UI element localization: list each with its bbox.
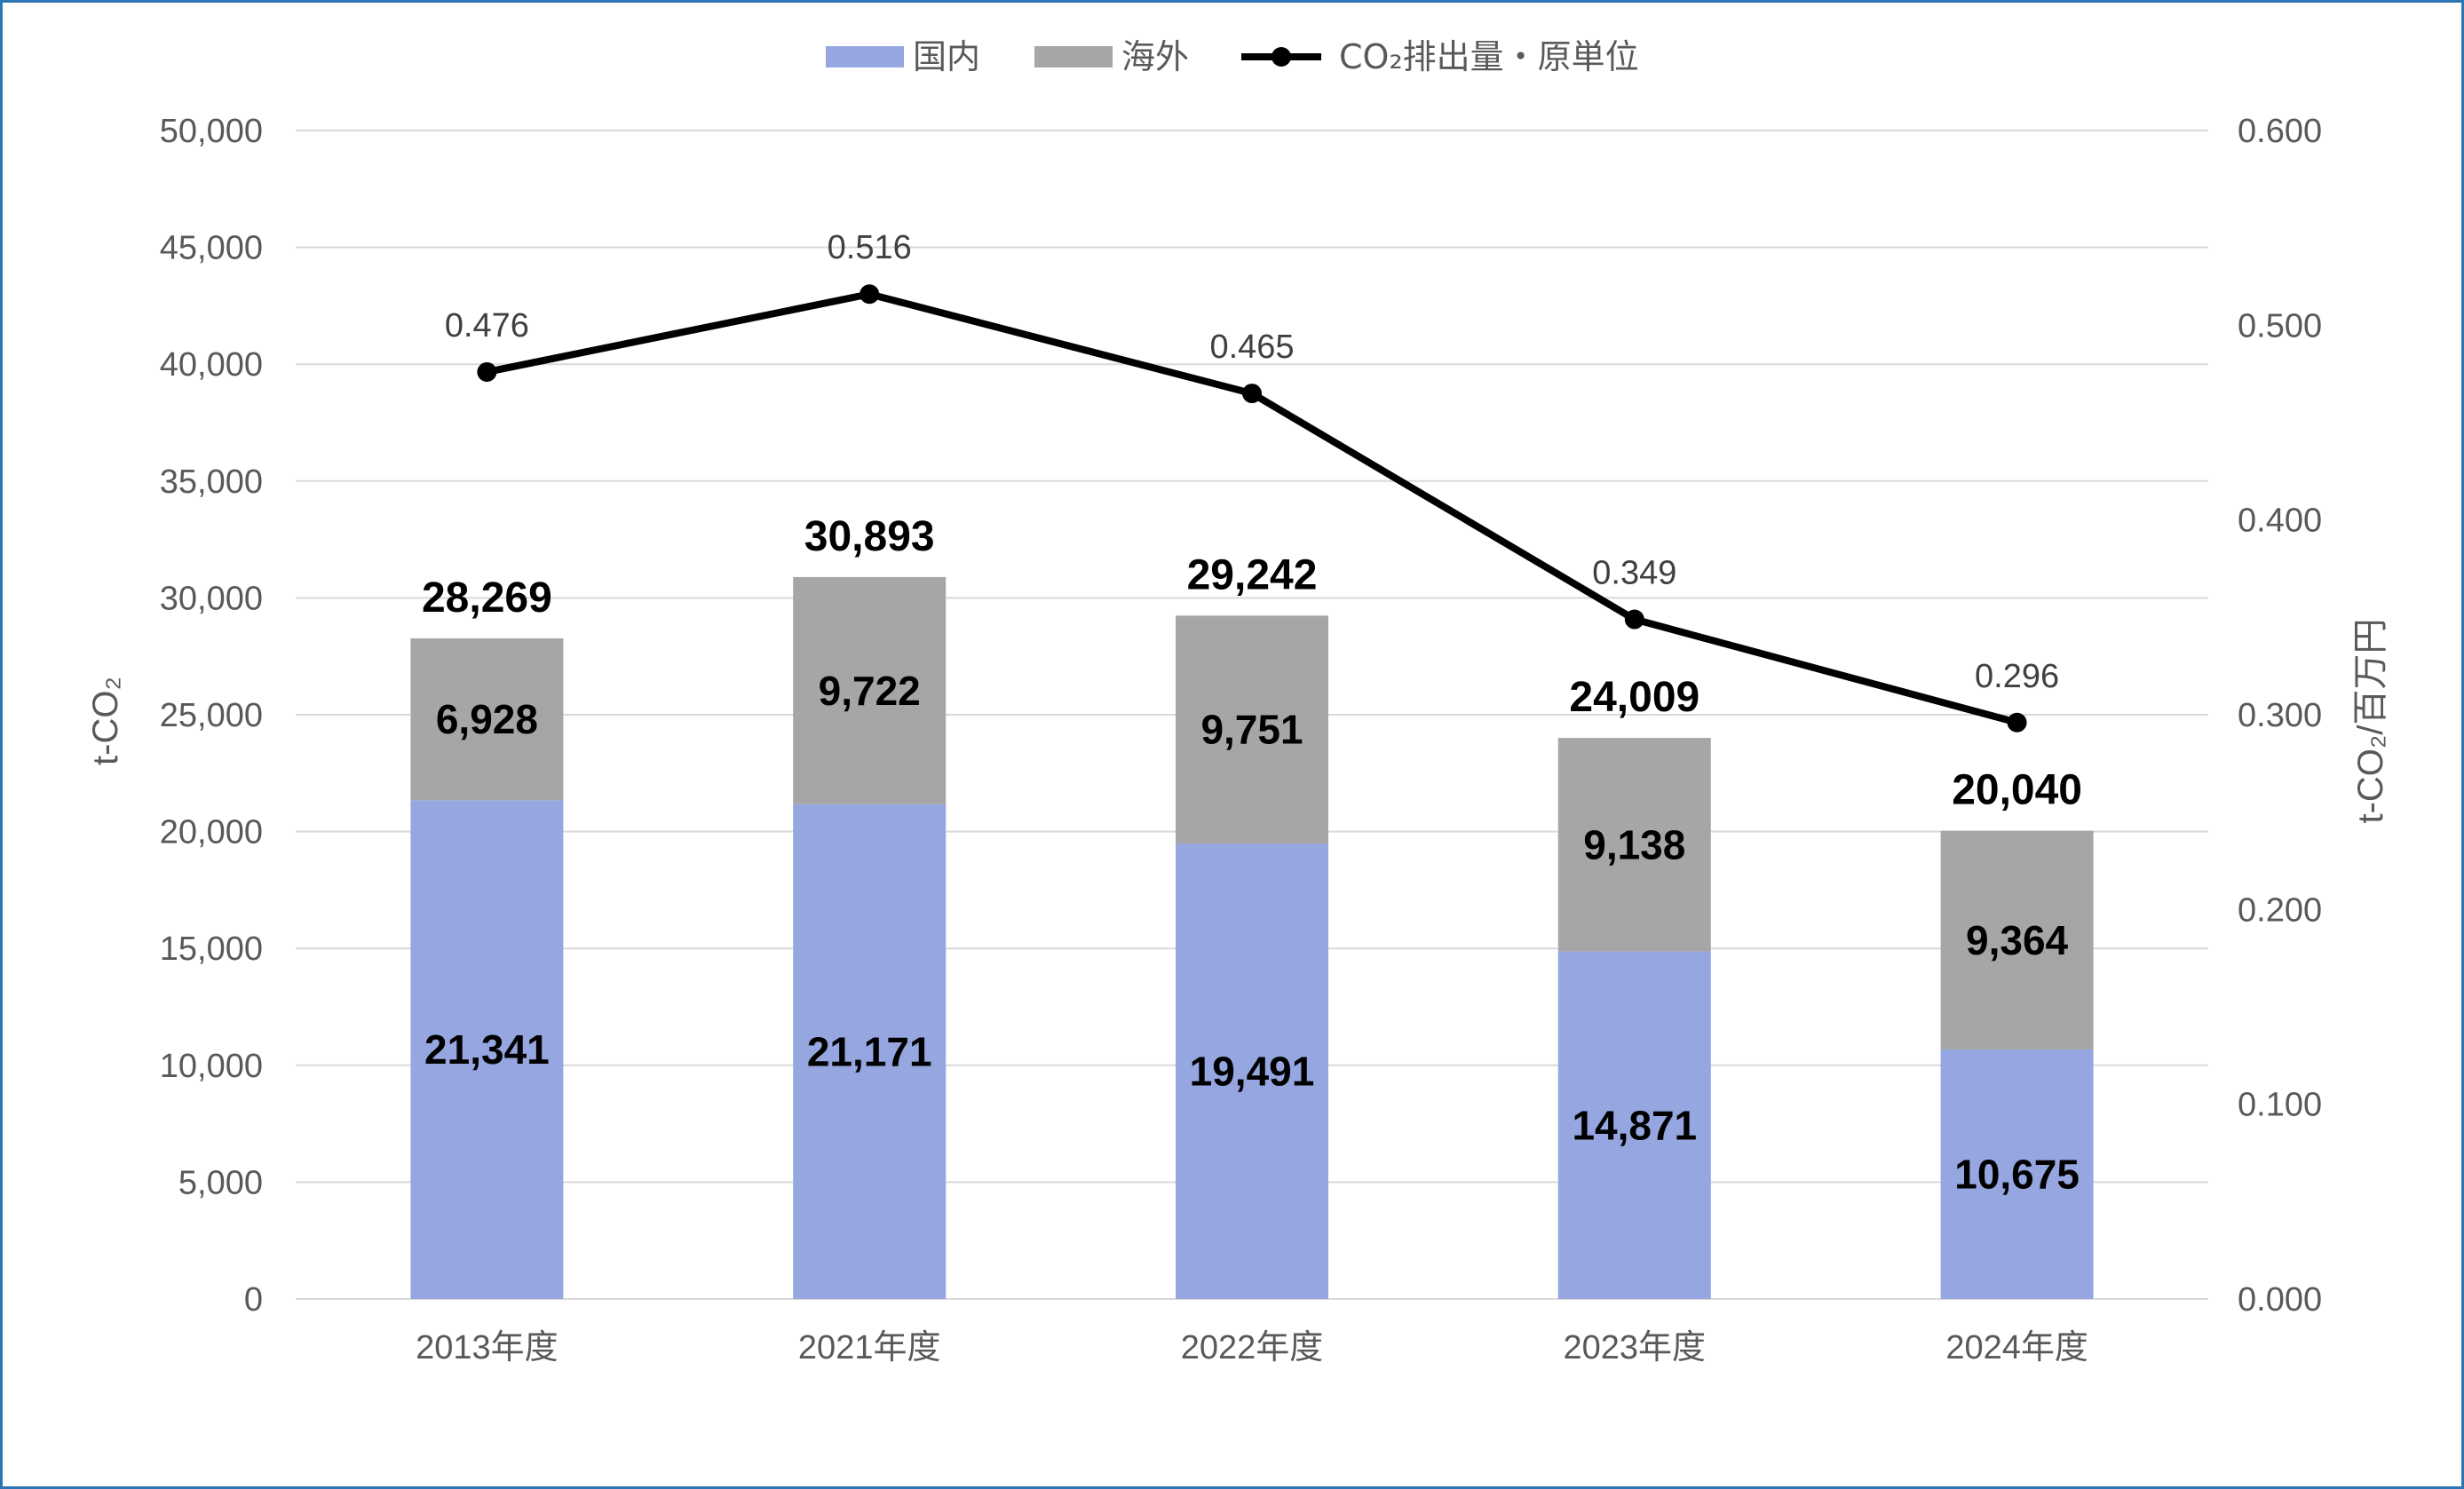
intensity-point-label: 0.476	[445, 307, 529, 345]
bar-series	[410, 576, 2094, 1299]
bar-domestic	[793, 804, 947, 1299]
y-tick-label: 40,000	[160, 346, 263, 384]
legend-swatch-overseas	[1034, 46, 1113, 67]
bar-domestic-label: 21,171	[807, 1028, 932, 1074]
bar-overseas	[1557, 738, 1711, 952]
bar-total-label: 30,893	[804, 513, 935, 560]
y-tick-label: 10,000	[160, 1048, 263, 1085]
total-labels: 28,269 30,893 29,242 24,009 20,040	[422, 513, 2082, 814]
intensity-point-label: 0.296	[1975, 658, 2059, 695]
bar-overseas	[410, 638, 564, 801]
bar-total-label: 20,040	[1952, 767, 2082, 814]
bar-domestic	[1940, 1049, 2094, 1299]
segment-labels: 21,341 6,928 21,171 9,722 19,491 9,751 14,871 9…	[424, 668, 2080, 1198]
bar-total-label: 24,009	[1569, 674, 1699, 721]
intensity-point	[477, 361, 497, 382]
bar-domestic-label: 10,675	[1954, 1152, 2080, 1198]
bar-total-label: 28,269	[422, 574, 552, 622]
bar-domestic-label: 19,491	[1190, 1048, 1315, 1094]
y-tick-label: 5,000	[178, 1164, 263, 1201]
line-series	[477, 284, 2027, 733]
bar-domestic-label: 21,341	[424, 1026, 550, 1073]
intensity-point-label: 0.349	[1592, 555, 1676, 592]
y2-tick-label: 0.600	[2238, 113, 2322, 150]
y2-tick-label: 0.400	[2238, 503, 2322, 540]
intensity-point	[1624, 609, 1644, 630]
left-axis-ticks: 0 5,000 10,000 15,000 20,000 25,000 30,000 35,0…	[160, 113, 263, 1319]
y2-tick-label: 0.300	[2238, 697, 2322, 734]
legend: 国内 海外 CO₂排出量・原単位	[826, 37, 1639, 76]
legend-swatch-domestic	[826, 46, 904, 67]
intensity-point-label: 0.465	[1209, 329, 1294, 366]
y-tick-label: 35,000	[160, 463, 263, 501]
y2-tick-label: 0.000	[2238, 1281, 2322, 1319]
bar-overseas-label: 9,364	[1966, 917, 2069, 963]
bar-overseas-label: 9,722	[819, 668, 921, 714]
y2-axis-title: t-CO₂/百万円	[2351, 618, 2390, 823]
intensity-point	[1242, 384, 1262, 404]
y2-tick-label: 0.500	[2238, 307, 2322, 345]
gridlines	[296, 130, 2208, 1300]
x-tick-label: 2021年度	[798, 1329, 941, 1366]
y-tick-label: 50,000	[160, 113, 263, 150]
intensity-point	[860, 284, 880, 305]
legend-label-intensity: CO₂排出量・原単位	[1339, 37, 1639, 76]
x-tick-label: 2023年度	[1564, 1329, 1707, 1366]
bar-total-label: 29,242	[1187, 551, 1318, 598]
right-axis-ticks: 0.000 0.100 0.200 0.300 0.400 0.500 0.600	[2238, 113, 2322, 1319]
bar-domestic	[410, 800, 564, 1299]
bar-overseas	[1940, 830, 2094, 1050]
y-tick-label: 45,000	[160, 230, 263, 267]
bar-overseas-label: 9,751	[1200, 707, 1303, 753]
bar-domestic	[1557, 951, 1711, 1299]
y-axis-title: t-CO₂	[86, 677, 125, 765]
y2-tick-label: 0.200	[2238, 891, 2322, 929]
x-axis-ticks: 2013年度 2021年度 2022年度 2023年度 2024年度	[416, 1329, 2088, 1366]
legend-marker-intensity	[1272, 47, 1291, 67]
bar-overseas	[793, 576, 947, 804]
intensity-point	[2007, 712, 2027, 733]
y2-tick-label: 0.100	[2238, 1087, 2322, 1124]
y-tick-label: 25,000	[160, 697, 263, 734]
y-tick-label: 30,000	[160, 580, 263, 617]
y-tick-label: 15,000	[160, 931, 263, 968]
line-labels: 0.476 0.516 0.465 0.349 0.296	[445, 229, 2059, 695]
bar-overseas-label: 9,138	[1583, 821, 1685, 867]
legend-label-overseas: 海外	[1121, 37, 1189, 76]
bar-overseas	[1176, 615, 1328, 844]
intensity-point-label: 0.516	[828, 229, 912, 266]
bar-domestic-label: 14,871	[1572, 1102, 1697, 1148]
bar-domestic	[1176, 843, 1328, 1299]
legend-label-domestic: 国内	[913, 37, 980, 76]
bar-overseas-label: 6,928	[436, 696, 538, 742]
y-tick-label: 20,000	[160, 814, 263, 851]
x-tick-label: 2022年度	[1181, 1329, 1324, 1366]
x-tick-label: 2013年度	[416, 1329, 559, 1366]
x-tick-label: 2024年度	[1945, 1329, 2088, 1366]
y-tick-label: 0	[244, 1281, 263, 1319]
